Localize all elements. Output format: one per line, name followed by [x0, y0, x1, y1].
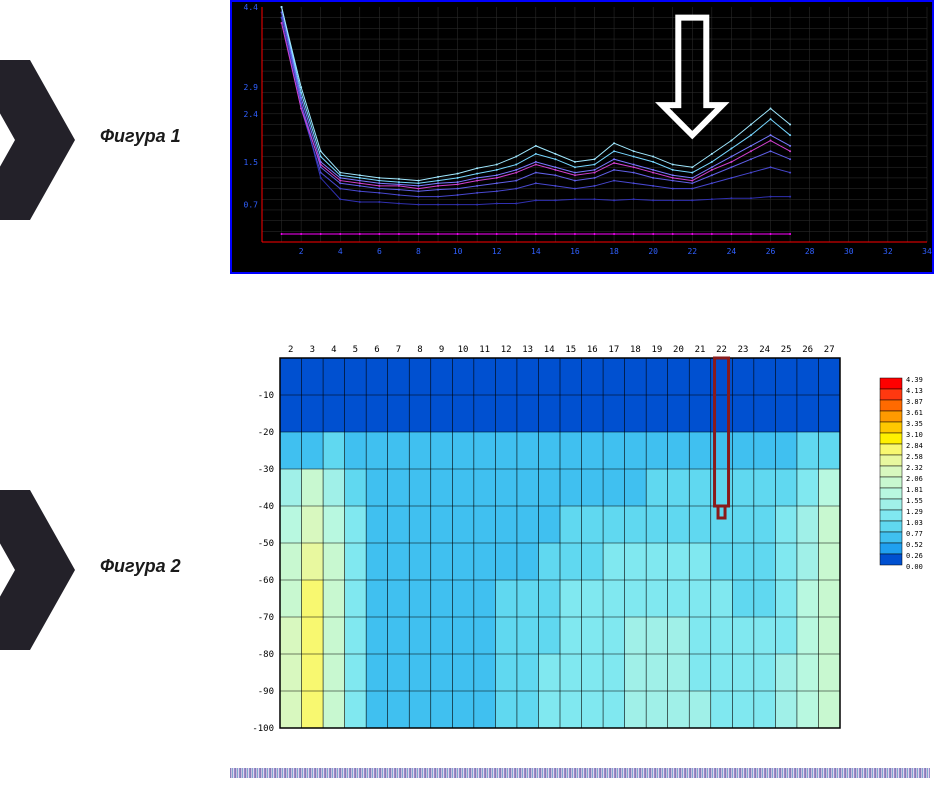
svg-text:10: 10	[458, 345, 469, 355]
svg-text:1.55: 1.55	[906, 497, 923, 505]
svg-text:2.58: 2.58	[906, 453, 923, 461]
svg-text:20: 20	[648, 247, 658, 256]
svg-text:6: 6	[374, 345, 379, 355]
svg-text:3.61: 3.61	[906, 409, 923, 417]
svg-text:24: 24	[727, 247, 737, 256]
svg-text:6: 6	[377, 247, 382, 256]
svg-text:5: 5	[353, 345, 358, 355]
contour-chart: 2345678910111213141516171819202122232425…	[230, 338, 930, 748]
svg-text:-40: -40	[258, 502, 274, 512]
svg-text:14: 14	[544, 345, 555, 355]
svg-text:3.87: 3.87	[906, 398, 923, 406]
svg-text:11: 11	[479, 345, 490, 355]
svg-text:-10: -10	[258, 391, 274, 401]
svg-text:-20: -20	[258, 428, 274, 438]
svg-text:2: 2	[299, 247, 304, 256]
svg-text:27: 27	[824, 345, 835, 355]
svg-text:23: 23	[738, 345, 749, 355]
svg-text:8: 8	[417, 345, 422, 355]
svg-text:4.4: 4.4	[244, 3, 259, 12]
svg-text:28: 28	[805, 247, 815, 256]
svg-text:16: 16	[587, 345, 598, 355]
svg-text:1.5: 1.5	[244, 158, 259, 167]
svg-text:30: 30	[844, 247, 854, 256]
svg-text:2.06: 2.06	[906, 475, 923, 483]
svg-text:8: 8	[416, 247, 421, 256]
line-chart: 2468101214161820222426283032340.71.52.42…	[230, 0, 934, 274]
svg-text:0.26: 0.26	[906, 552, 923, 560]
svg-text:12: 12	[501, 345, 512, 355]
svg-text:4.39: 4.39	[906, 376, 923, 384]
svg-text:3.10: 3.10	[906, 431, 923, 439]
svg-text:22: 22	[687, 247, 697, 256]
svg-text:-30: -30	[258, 465, 274, 475]
svg-text:-80: -80	[258, 650, 274, 660]
svg-text:12: 12	[492, 247, 502, 256]
svg-text:-50: -50	[258, 539, 274, 549]
svg-text:0.52: 0.52	[906, 541, 923, 549]
svg-text:4.13: 4.13	[906, 387, 923, 395]
svg-text:2.4: 2.4	[244, 110, 259, 119]
svg-text:34: 34	[922, 247, 932, 256]
svg-text:2.84: 2.84	[906, 442, 923, 450]
svg-text:0.00: 0.00	[906, 563, 923, 571]
svg-text:2.32: 2.32	[906, 464, 923, 472]
svg-text:0.77: 0.77	[906, 530, 923, 538]
svg-text:26: 26	[766, 247, 776, 256]
svg-text:25: 25	[781, 345, 792, 355]
svg-text:3.35: 3.35	[906, 420, 923, 428]
svg-text:7: 7	[396, 345, 401, 355]
svg-text:32: 32	[883, 247, 893, 256]
svg-text:3: 3	[310, 345, 315, 355]
svg-text:18: 18	[609, 247, 619, 256]
svg-text:21: 21	[695, 345, 706, 355]
svg-text:2: 2	[288, 345, 293, 355]
svg-text:14: 14	[531, 247, 541, 256]
svg-text:-100: -100	[252, 724, 274, 734]
svg-text:0.7: 0.7	[244, 201, 259, 210]
figure-2-label: Фигура 2	[100, 556, 181, 577]
svg-text:10: 10	[453, 247, 463, 256]
svg-text:22: 22	[716, 345, 727, 355]
svg-text:-90: -90	[258, 687, 274, 697]
svg-text:13: 13	[522, 345, 533, 355]
svg-text:2.9: 2.9	[244, 83, 259, 92]
svg-text:19: 19	[652, 345, 663, 355]
svg-text:4: 4	[331, 345, 336, 355]
svg-text:15: 15	[565, 345, 576, 355]
svg-text:24: 24	[759, 345, 770, 355]
svg-text:26: 26	[802, 345, 813, 355]
svg-text:9: 9	[439, 345, 444, 355]
svg-text:20: 20	[673, 345, 684, 355]
svg-text:4: 4	[338, 247, 343, 256]
figure-1-label: Фигура 1	[100, 126, 181, 147]
pointer-shape-2	[0, 490, 80, 650]
svg-text:-70: -70	[258, 613, 274, 623]
svg-text:18: 18	[630, 345, 641, 355]
svg-text:16: 16	[570, 247, 580, 256]
noise-strip	[230, 768, 930, 778]
svg-text:1.03: 1.03	[906, 519, 923, 527]
svg-text:1.81: 1.81	[906, 486, 923, 494]
svg-text:-60: -60	[258, 576, 274, 586]
svg-text:1.29: 1.29	[906, 508, 923, 516]
pointer-shape-1	[0, 60, 80, 220]
svg-text:17: 17	[608, 345, 619, 355]
